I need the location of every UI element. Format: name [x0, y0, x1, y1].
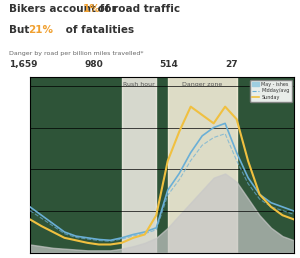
Midday/avg [28, 205, 32, 208]
Text: of road traffic: of road traffic [94, 4, 181, 14]
Sunday [109, 243, 112, 246]
Sunday [258, 193, 261, 196]
Sunday [143, 233, 147, 236]
Sunday [74, 239, 78, 242]
Midday/avg [200, 134, 204, 138]
Text: Bikers account for: Bikers account for [9, 4, 120, 14]
Sunday [292, 218, 296, 221]
Text: 1,659: 1,659 [9, 60, 38, 69]
Text: 27: 27 [225, 60, 238, 69]
Text: Motorcycle riding most dangerous 1990-2012: Motorcycle riding most dangerous 1990-20… [30, 71, 173, 76]
Sunday [269, 205, 273, 208]
Sunday [166, 159, 169, 163]
Midday/avg [40, 214, 43, 217]
Midday/avg [269, 201, 273, 204]
Sunday [212, 122, 215, 125]
Sunday [28, 218, 32, 221]
Midday/avg [120, 236, 124, 239]
Midday/avg [212, 126, 215, 129]
Text: 980: 980 [84, 60, 103, 69]
Midday/avg [246, 176, 250, 179]
Midday/avg [223, 122, 227, 125]
Midday/avg [258, 193, 261, 196]
Midday/avg [74, 235, 78, 238]
Text: Danger zone: Danger zone [182, 82, 222, 87]
Midday/avg [166, 189, 169, 192]
Sunday [85, 241, 89, 244]
Text: of fatalities: of fatalities [61, 25, 134, 35]
Midday/avg [85, 236, 89, 239]
Sunday [281, 214, 284, 217]
Sunday [120, 241, 124, 244]
Midday/avg [131, 233, 135, 236]
Sunday [131, 236, 135, 239]
Y-axis label: Deaths: Deaths [6, 154, 10, 176]
Midday/avg [154, 226, 158, 229]
Midday/avg [51, 222, 55, 225]
Sunday [63, 236, 66, 239]
Line: Sunday: Sunday [30, 107, 294, 245]
Sunday [189, 105, 193, 108]
Midday/avg [235, 151, 238, 154]
Text: Rush hour: Rush hour [123, 82, 155, 87]
Sunday [223, 105, 227, 108]
Midday/avg [281, 205, 284, 208]
Sunday [97, 243, 101, 246]
Line: Midday/avg: Midday/avg [30, 123, 294, 240]
Text: 21%: 21% [28, 25, 53, 35]
Midday/avg [109, 239, 112, 242]
Midday/avg [63, 230, 66, 233]
Legend: May - ishes, Midday/avg, Sunday: May - ishes, Midday/avg, Sunday [250, 80, 292, 102]
Text: 1%: 1% [83, 4, 101, 14]
Midday/avg [177, 172, 181, 175]
Sunday [200, 114, 204, 117]
Sunday [40, 224, 43, 228]
Text: But: But [9, 25, 33, 35]
Text: Danger by road per billion miles travelled*: Danger by road per billion miles travell… [9, 51, 143, 55]
Text: 514: 514 [159, 60, 178, 69]
Sunday [51, 230, 55, 233]
Midday/avg [189, 151, 193, 154]
Midday/avg [143, 230, 147, 233]
Bar [168, 77, 237, 253]
Sunday [246, 159, 250, 163]
Midday/avg [97, 238, 101, 241]
Sunday [177, 130, 181, 133]
Midday/avg [292, 209, 296, 213]
Sunday [235, 118, 238, 121]
Bar [122, 77, 156, 253]
Sunday [154, 214, 158, 217]
